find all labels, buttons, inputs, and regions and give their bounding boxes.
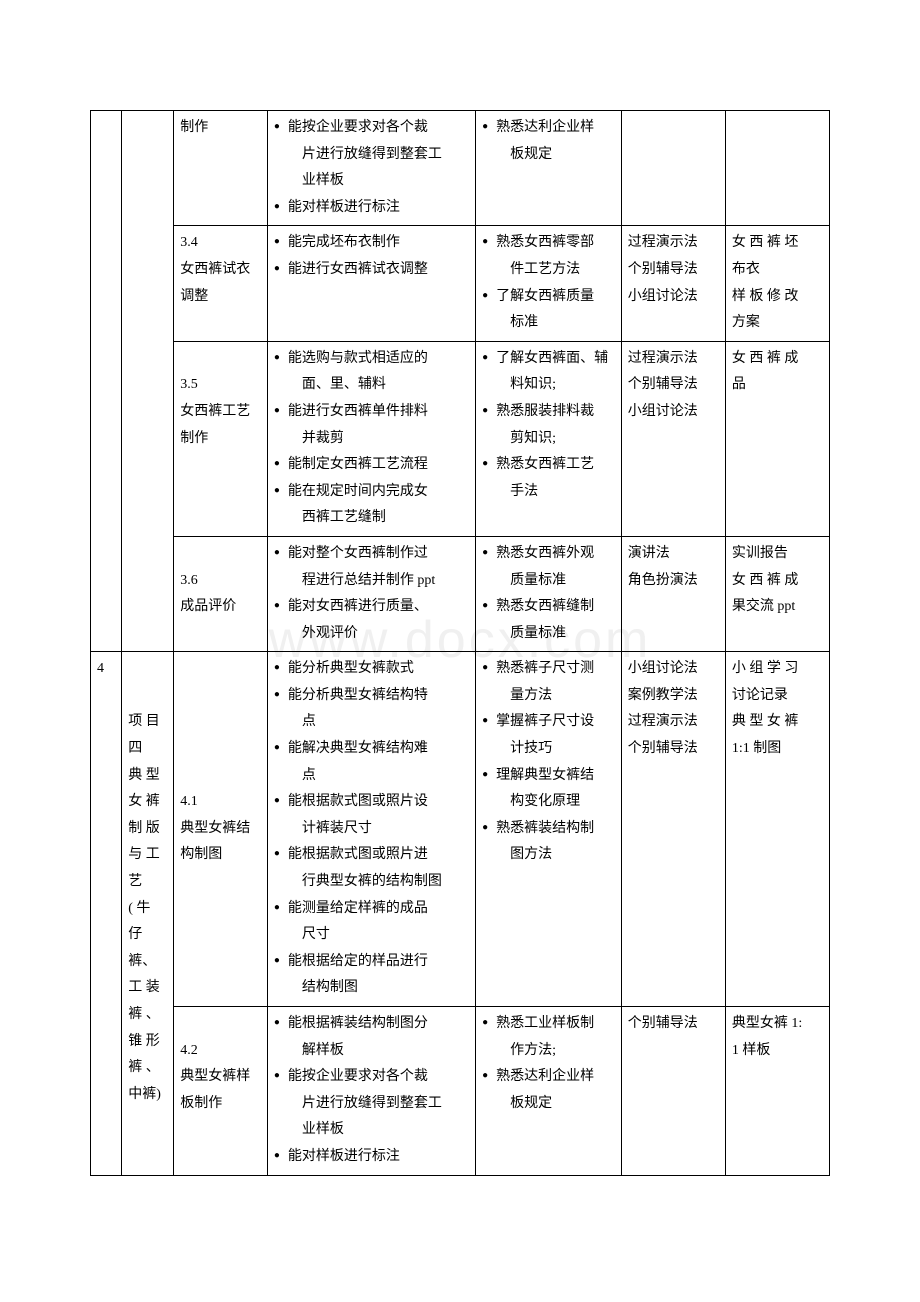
list-item: 熟悉裤装结构制图方法 <box>482 816 615 869</box>
list-item: 能根据裤装结构制图分解样板 <box>274 1011 469 1064</box>
cell-skills: 能按企业要求对各个裁片进行放缝得到整套工业样板 能对样板进行标注 <box>267 111 475 226</box>
list-item: 熟悉女西裤工艺手法 <box>482 452 615 505</box>
list-item: 能按企业要求对各个裁片进行放缝得到整套工业样板 <box>274 115 469 195</box>
list-item: 熟悉达利企业样板规定 <box>482 115 615 168</box>
cell-method: 过程演示法 个别辅导法 小组讨论法 <box>621 341 725 536</box>
list-item: 能完成坯布衣制作 <box>274 230 469 257</box>
cell-result: 典型女裤 1: 1 样板 <box>725 1007 829 1176</box>
list-item: 熟悉工业样板制作方法; <box>482 1011 615 1064</box>
list-item: 能测量给定样裤的成品尺寸 <box>274 896 469 949</box>
list-item: 了解女西裤质量标准 <box>482 284 615 337</box>
list-item: 能对整个女西裤制作过程进行总结并制作 ppt <box>274 541 469 594</box>
cell-knowledge: 熟悉裤子尺寸测量方法 掌握裤子尺寸设计技巧 理解典型女裤结构变化原理 熟悉裤装结… <box>476 652 622 1007</box>
list-item: 能按企业要求对各个裁片进行放缝得到整套工业样板 <box>274 1064 469 1144</box>
cell-task: 3.4 女西裤试衣调整 <box>174 226 268 341</box>
list-item: 能选购与款式相适应的面、里、辅料 <box>274 346 469 399</box>
cell-knowledge: 熟悉达利企业样板规定 <box>476 111 622 226</box>
cell-skills: 能分析典型女裤款式 能分析典型女裤结构特点 能解决典型女裤结构难点 能根据款式图… <box>267 652 475 1007</box>
table-row: 制作 能按企业要求对各个裁片进行放缝得到整套工业样板 能对样板进行标注 熟悉达利… <box>91 111 830 226</box>
list-item: 能根据款式图或照片进行典型女裤的结构制图 <box>274 842 469 895</box>
cell-method: 演讲法 角色扮演法 <box>621 536 725 651</box>
list-item: 能对女西裤进行质量、外观评价 <box>274 594 469 647</box>
list-item: 能分析典型女裤结构特点 <box>274 683 469 736</box>
list-item: 能对样板进行标注 <box>274 1144 469 1171</box>
cell-result <box>725 111 829 226</box>
list-item: 能制定女西裤工艺流程 <box>274 452 469 479</box>
cell-seq: 4 <box>91 652 122 1175</box>
cell-result: 实训报告 女 西 裤 成 果交流 ppt <box>725 536 829 651</box>
cell-result: 女 西 裤 坯 布衣 样 板 修 改 方案 <box>725 226 829 341</box>
list-item: 能分析典型女裤款式 <box>274 656 469 683</box>
cell-task: 3.5 女西裤工艺制作 <box>174 341 268 536</box>
cell-result: 小 组 学 习 讨论记录 典 型 女 裤 1:1 制图 <box>725 652 829 1007</box>
cell-project: 项 目 四 典 型 女 裤 制 版 与 工 艺 ( 牛 仔裤、 工 装 裤 、 … <box>122 652 174 1175</box>
list-item: 理解典型女裤结构变化原理 <box>482 763 615 816</box>
cell-method: 个别辅导法 <box>621 1007 725 1176</box>
cell-task: 制作 <box>174 111 268 226</box>
list-item: 了解女西裤面、辅料知识; <box>482 346 615 399</box>
cell-method <box>621 111 725 226</box>
list-item: 能对样板进行标注 <box>274 195 469 222</box>
table-row: 3.4 女西裤试衣调整 能完成坯布衣制作 能进行女西裤试衣调整 熟悉女西裤零部件… <box>91 226 830 341</box>
cell-result: 女 西 裤 成 品 <box>725 341 829 536</box>
cell-knowledge: 熟悉女西裤零部件工艺方法 了解女西裤质量标准 <box>476 226 622 341</box>
cell-skills: 能完成坯布衣制作 能进行女西裤试衣调整 <box>267 226 475 341</box>
cell-knowledge: 了解女西裤面、辅料知识; 熟悉服装排料裁剪知识; 熟悉女西裤工艺手法 <box>476 341 622 536</box>
list-item: 能进行女西裤试衣调整 <box>274 257 469 284</box>
list-item: 熟悉服装排料裁剪知识; <box>482 399 615 452</box>
cell-method: 小组讨论法 案例教学法 过程演示法 个别辅导法 <box>621 652 725 1007</box>
list-item: 熟悉女西裤缝制质量标准 <box>482 594 615 647</box>
table-row: 4 项 目 四 典 型 女 裤 制 版 与 工 艺 ( 牛 仔裤、 工 装 裤 … <box>91 652 830 1007</box>
list-item: 能根据给定的样品进行结构制图 <box>274 949 469 1002</box>
cell-skills: 能对整个女西裤制作过程进行总结并制作 ppt 能对女西裤进行质量、外观评价 <box>267 536 475 651</box>
curriculum-table: 制作 能按企业要求对各个裁片进行放缝得到整套工业样板 能对样板进行标注 熟悉达利… <box>90 110 830 1176</box>
list-item: 熟悉裤子尺寸测量方法 <box>482 656 615 709</box>
list-item: 掌握裤子尺寸设计技巧 <box>482 709 615 762</box>
table-row: 4.2 典型女裤样板制作 能根据裤装结构制图分解样板 能按企业要求对各个裁片进行… <box>91 1007 830 1176</box>
cell-method: 过程演示法 个别辅导法 小组讨论法 <box>621 226 725 341</box>
list-item: 能在规定时间内完成女西裤工艺缝制 <box>274 479 469 532</box>
list-item: 熟悉女西裤零部件工艺方法 <box>482 230 615 283</box>
list-item: 能解决典型女裤结构难点 <box>274 736 469 789</box>
cell-knowledge: 熟悉工业样板制作方法; 熟悉达利企业样板规定 <box>476 1007 622 1176</box>
list-item: 熟悉女西裤外观质量标准 <box>482 541 615 594</box>
cell-skills: 能根据裤装结构制图分解样板 能按企业要求对各个裁片进行放缝得到整套工业样板 能对… <box>267 1007 475 1176</box>
cell-knowledge: 熟悉女西裤外观质量标准 熟悉女西裤缝制质量标准 <box>476 536 622 651</box>
table-row: 3.6 成品评价 能对整个女西裤制作过程进行总结并制作 ppt 能对女西裤进行质… <box>91 536 830 651</box>
cell-seq <box>91 111 122 652</box>
table-row: 3.5 女西裤工艺制作 能选购与款式相适应的面、里、辅料 能进行女西裤单件排料并… <box>91 341 830 536</box>
list-item: 能根据款式图或照片设计裤装尺寸 <box>274 789 469 842</box>
cell-task: 3.6 成品评价 <box>174 536 268 651</box>
cell-task: 4.1 典型女裤结构制图 <box>174 652 268 1007</box>
cell-project <box>122 111 174 652</box>
list-item: 熟悉达利企业样板规定 <box>482 1064 615 1117</box>
list-item: 能进行女西裤单件排料并裁剪 <box>274 399 469 452</box>
cell-skills: 能选购与款式相适应的面、里、辅料 能进行女西裤单件排料并裁剪 能制定女西裤工艺流… <box>267 341 475 536</box>
cell-task: 4.2 典型女裤样板制作 <box>174 1007 268 1176</box>
